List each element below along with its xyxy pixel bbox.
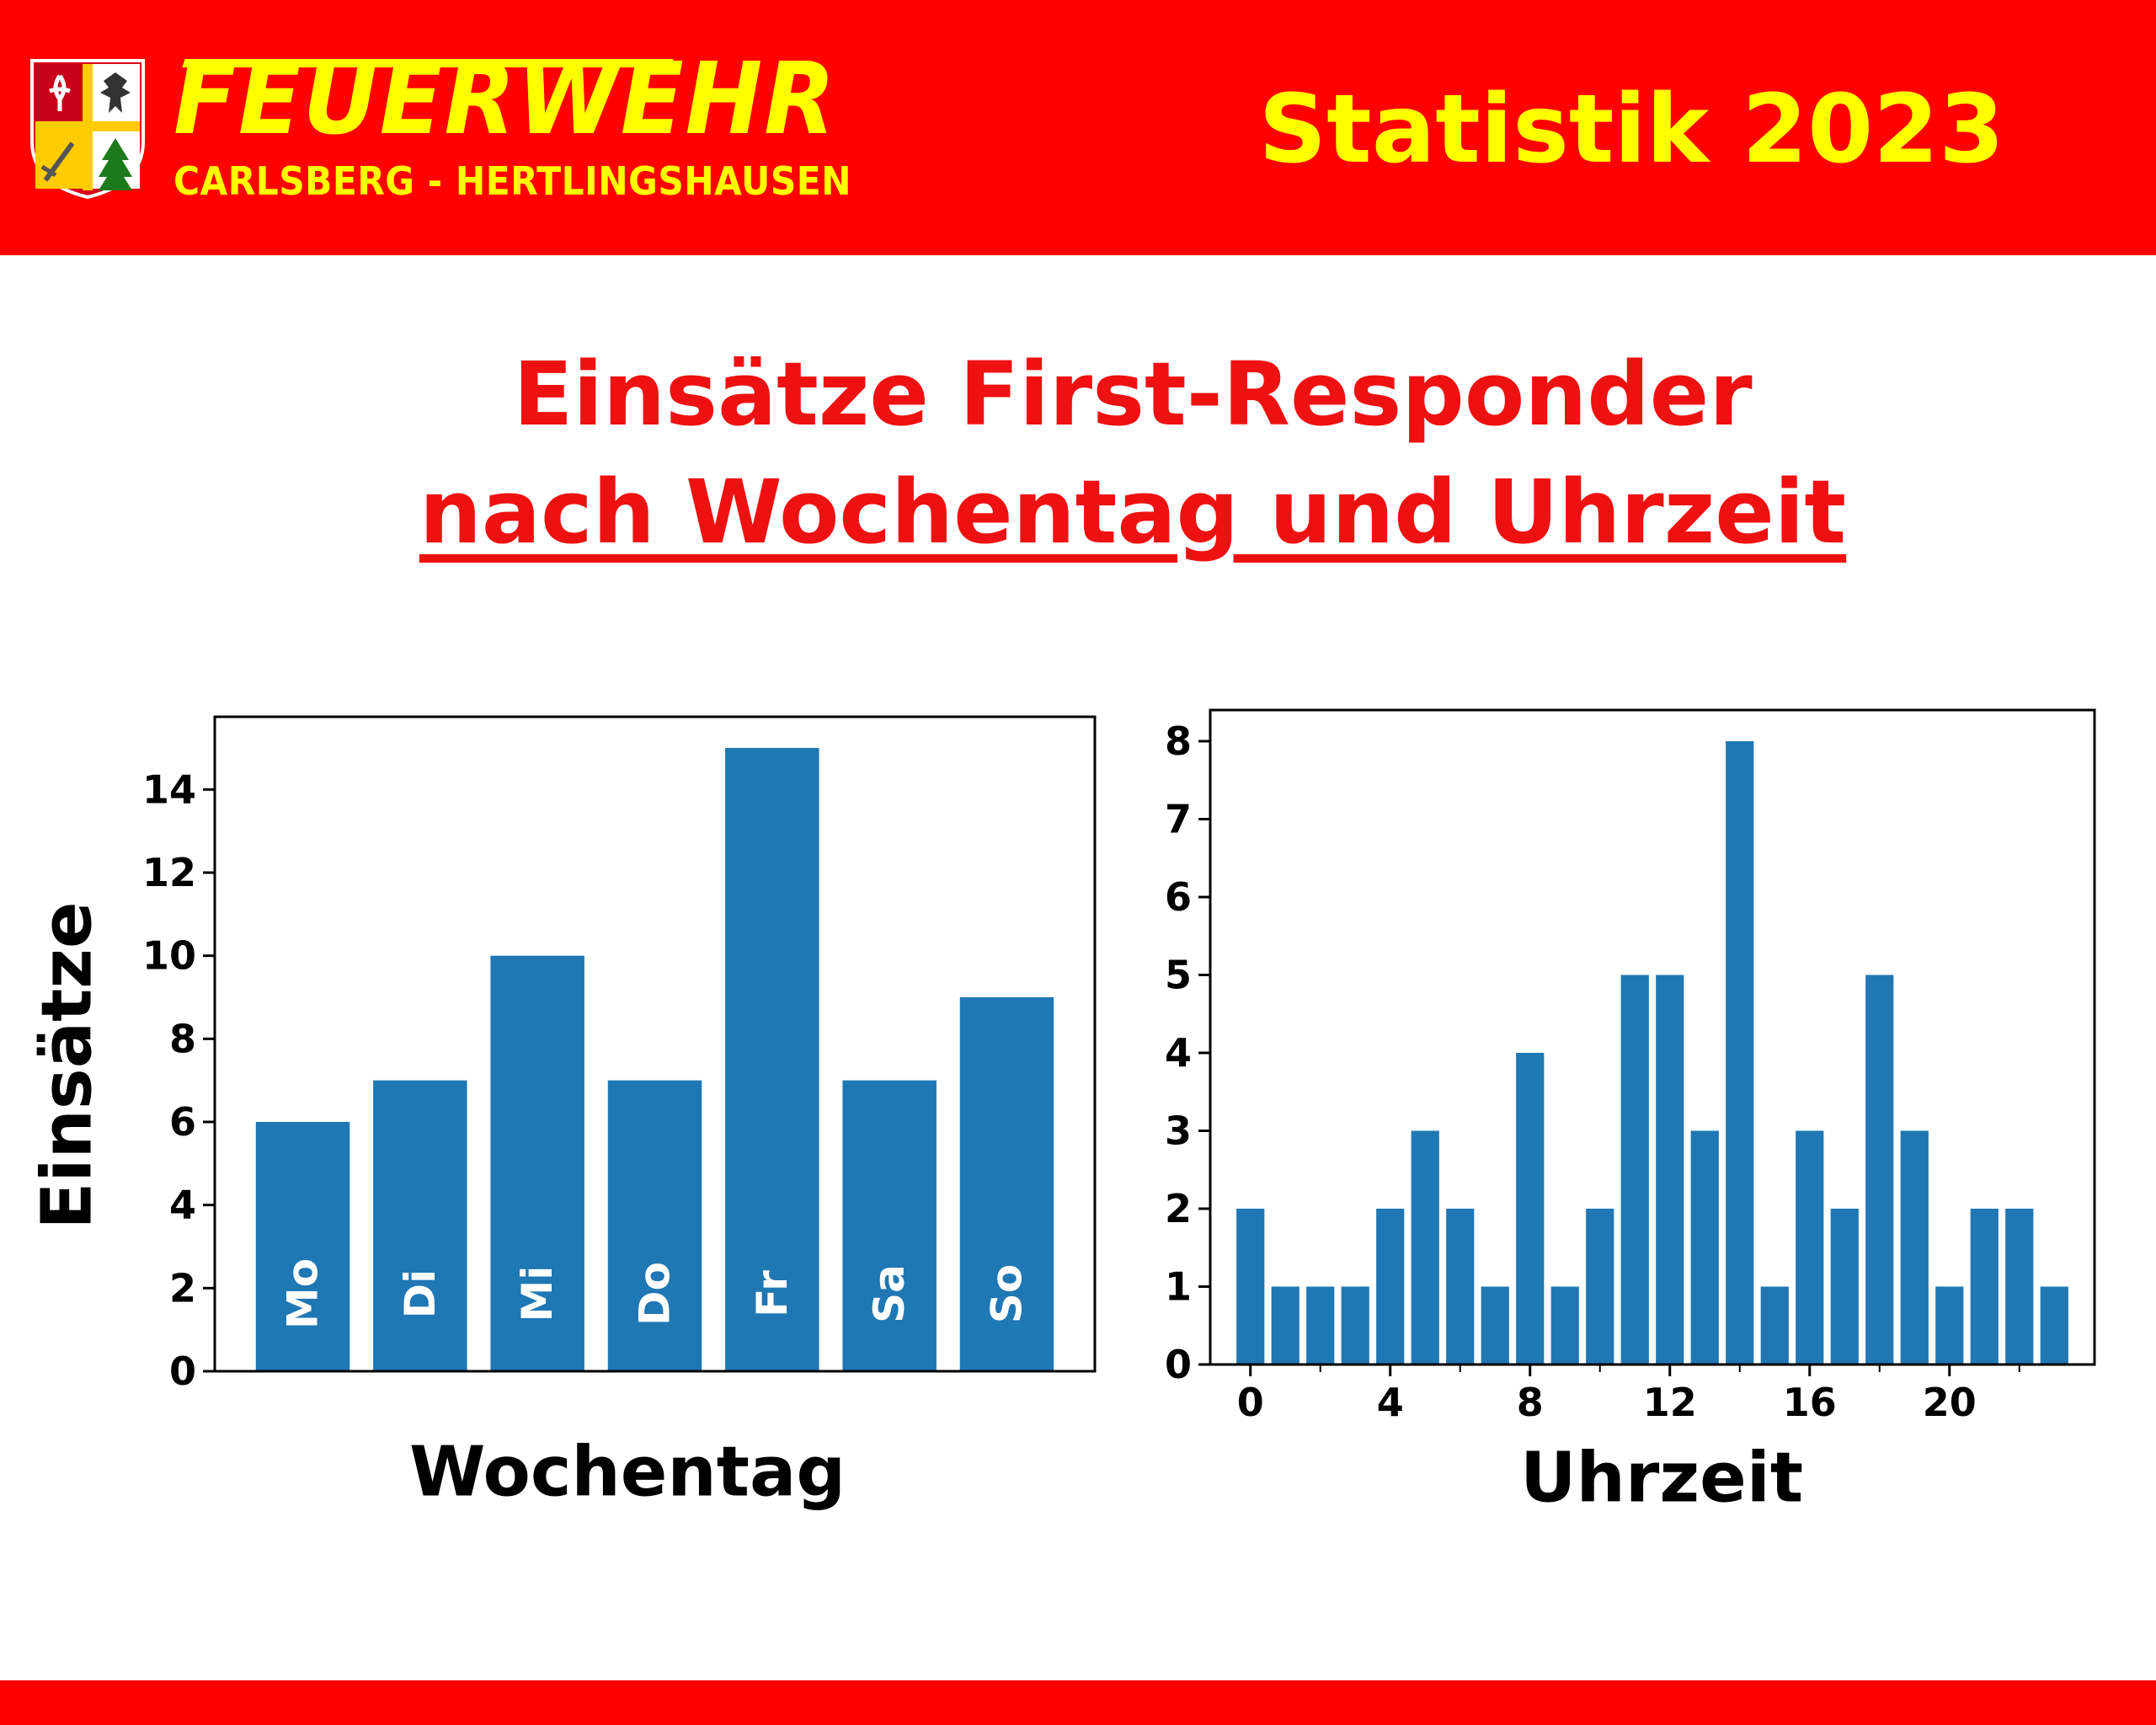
hour-y-tick-label: 8 [1165, 718, 1192, 764]
header-title: Statistik 2023 [1258, 75, 2005, 184]
hour-x-tick-label: 8 [1517, 1380, 1544, 1425]
hour-x-tick-label: 16 [1783, 1380, 1837, 1425]
hour-bar-13 [1690, 1130, 1719, 1365]
hour-y-tick-label: 3 [1165, 1108, 1192, 1154]
weekday-bar-label: Mi [513, 1266, 562, 1322]
hour-bar-20 [1935, 1286, 1964, 1365]
hour-bar-19 [1900, 1130, 1929, 1365]
hour-bar-15 [1760, 1286, 1789, 1365]
weekday-bar-so [959, 997, 1054, 1371]
hour-bar-5 [1411, 1130, 1439, 1365]
hour-y-tick-label: 2 [1165, 1186, 1192, 1231]
weekday-x-axis-label: Wochentag [409, 1433, 846, 1513]
hour-bar-12 [1656, 975, 1684, 1365]
weekday-y-tick-label: 0 [169, 1348, 196, 1394]
weekday-bar-do [607, 1080, 702, 1371]
hour-plot-frame [1209, 708, 2096, 1366]
hour-bar-22 [2005, 1209, 2034, 1365]
hour-bar-21 [1970, 1209, 1999, 1365]
hour-y-tick-label: 4 [1165, 1030, 1192, 1076]
weekday-bar-chart: Mo Di Mi Do Fr Sa So 0 2 4 6 8 10 12 14 Wochentag Einsät… [28, 715, 1097, 1513]
hour-y-tick-label: 1 [1165, 1264, 1192, 1310]
header-banner: Feuerwehr CARLSBERG - HERTLINGSHAUSEN St… [0, 0, 2156, 255]
hour-y-tick-label: 6 [1165, 874, 1192, 920]
hour-x-axis-label: Uhrzeit [1520, 1439, 1803, 1519]
weekday-y-tick-label: 2 [169, 1265, 196, 1311]
hour-bar-2 [1306, 1286, 1335, 1365]
hour-y-tick-label: 5 [1165, 953, 1192, 998]
hour-bar-3 [1341, 1286, 1369, 1365]
hour-bar-9 [1550, 1286, 1579, 1365]
weekday-bar-label: Mo [279, 1258, 328, 1329]
weekday-bar-mo [255, 1122, 350, 1371]
hour-bar-4 [1376, 1209, 1405, 1365]
weekday-bar-fr [725, 748, 819, 1371]
hour-bar-7 [1481, 1286, 1509, 1365]
weekday-bar-label: So [983, 1264, 1032, 1323]
weekday-y-tick-label: 12 [142, 850, 196, 895]
hour-bar-14 [1726, 741, 1754, 1365]
weekday-bar-sa [842, 1080, 937, 1371]
hour-bar-23 [2040, 1286, 2068, 1365]
page-title: Einsätze First-Responder nach Wochentag … [0, 335, 2156, 571]
weekday-bar-label: Do [631, 1262, 680, 1326]
brand-subtitle: CARLSBERG - HERTLINGSHAUSEN [173, 158, 852, 204]
hour-bar-1 [1271, 1286, 1299, 1365]
weekday-y-axis-label: Einsätze [28, 901, 108, 1229]
weekday-plot-frame [213, 715, 1097, 1373]
hour-bar-11 [1620, 975, 1649, 1365]
weekday-bar-label: Sa [865, 1264, 914, 1323]
brand-name-text: Feuerwehr [173, 40, 837, 157]
hour-x-tick-label: 12 [1643, 1380, 1697, 1425]
hour-x-tick-label: 20 [1923, 1380, 1977, 1425]
weekday-y-tick-label: 6 [169, 1099, 196, 1145]
hour-bar-16 [1796, 1130, 1824, 1365]
coat-of-arms-icon [30, 59, 145, 200]
weekday-y-tick-label: 14 [142, 766, 196, 812]
hour-x-tick-label: 0 [1237, 1380, 1264, 1425]
weekday-y-tick-label: 8 [169, 1016, 196, 1061]
hour-bar-0 [1236, 1209, 1265, 1365]
hour-bar-17 [1830, 1209, 1859, 1365]
page-title-line-2: nach Wochentag und Uhrzeit [419, 461, 1847, 563]
page-title-line-1: Einsätze First-Responder [513, 343, 1753, 446]
hour-y-tick-label: 7 [1165, 797, 1192, 842]
footer-banner [0, 1680, 2156, 1725]
weekday-bar-mi [490, 955, 584, 1371]
hour-bar-18 [1865, 975, 1894, 1365]
hour-y-tick-label: 0 [1165, 1342, 1192, 1387]
brand-name: Feuerwehr [173, 49, 837, 148]
hour-bar-6 [1446, 1209, 1475, 1365]
hour-bar-10 [1586, 1209, 1614, 1365]
weekday-y-tick-label: 4 [169, 1183, 196, 1228]
weekday-bar-label: Di [396, 1269, 445, 1319]
weekday-bar-label: Fr [748, 1270, 797, 1317]
weekday-bar-di [373, 1080, 467, 1371]
hour-bar-8 [1516, 1053, 1545, 1365]
hour-x-tick-label: 4 [1377, 1380, 1404, 1425]
weekday-y-tick-label: 10 [142, 933, 196, 979]
